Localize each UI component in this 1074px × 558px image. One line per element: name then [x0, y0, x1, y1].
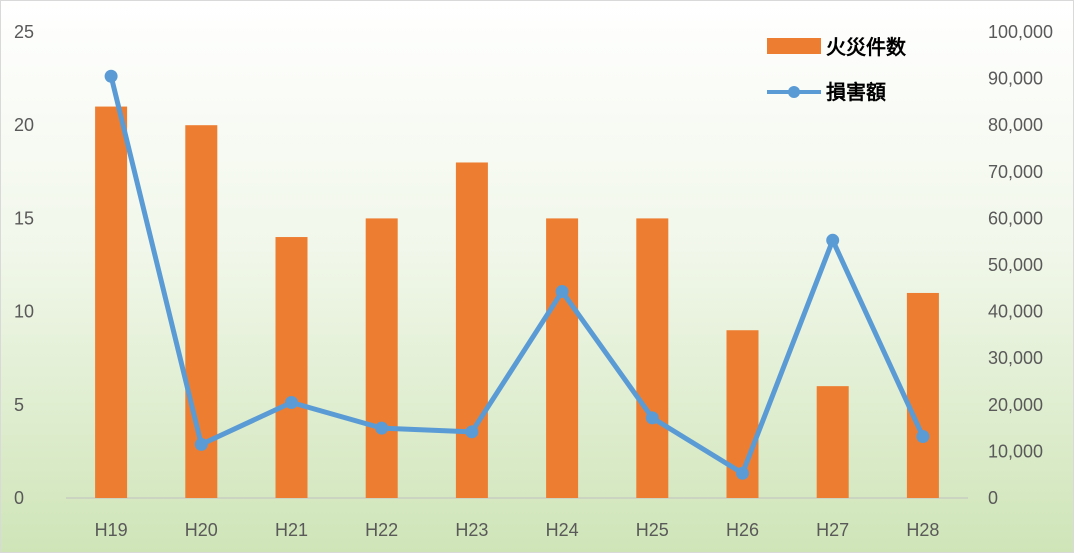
bar-H19 [95, 106, 128, 498]
right-tick-label: 100,000 [988, 22, 1053, 42]
line-point-H26 [736, 466, 749, 480]
x-tick-label: H19 [95, 520, 128, 540]
bar-H24 [546, 218, 579, 498]
bar-H21 [275, 237, 308, 499]
right-tick-label: 10,000 [988, 441, 1043, 461]
bar-H22 [365, 218, 398, 498]
left-tick-label: 15 [14, 208, 34, 228]
right-tick-label: 20,000 [988, 395, 1043, 415]
legend-label-line: 損害額 [826, 80, 886, 104]
bar-H27 [816, 386, 849, 498]
line-point-H22 [375, 421, 389, 435]
x-tick-label: H21 [275, 520, 308, 540]
x-tick-label: H26 [726, 520, 759, 540]
legend: 火災件数 損害額 [767, 35, 907, 104]
x-tick-label: H24 [546, 520, 579, 540]
left-axis-ticks: 0 5 10 15 20 25 [14, 22, 34, 508]
x-tick-label: H25 [636, 520, 669, 540]
line-point-H21 [285, 395, 298, 409]
x-tick-label: H27 [816, 520, 849, 540]
right-tick-label: 30,000 [988, 348, 1043, 368]
right-tick-label: 50,000 [988, 255, 1043, 275]
right-tick-label: 60,000 [988, 208, 1043, 228]
bar-H28 [906, 292, 939, 498]
right-tick-label: 90,000 [988, 69, 1043, 89]
left-tick-label: 25 [14, 22, 34, 42]
left-tick-label: 10 [14, 302, 34, 322]
x-axis-ticks: H19 H20 H21 H22 H23 H24 H25 H26 H27 H28 [95, 520, 940, 540]
left-tick-label: 20 [14, 115, 34, 135]
line-point-H23 [465, 425, 479, 439]
line-point-H27 [826, 233, 840, 247]
right-tick-label: 40,000 [988, 302, 1043, 322]
legend-swatch-bar [767, 38, 821, 54]
line-point-H19 [104, 69, 118, 83]
right-axis-ticks: 0 10,000 20,000 30,000 40,000 50,000 60,000 70,… [988, 22, 1053, 508]
bar-H25 [636, 218, 669, 498]
x-tick-label: H28 [906, 520, 939, 540]
right-tick-label: 80,000 [988, 115, 1043, 135]
x-tick-label: H20 [185, 520, 218, 540]
line-point-H24 [555, 285, 569, 299]
line-point-H25 [645, 411, 659, 425]
x-tick-label: H23 [455, 520, 488, 540]
legend-label-bar: 火災件数 [826, 35, 907, 59]
right-tick-label: 0 [988, 488, 998, 508]
left-tick-label: 5 [14, 395, 24, 415]
legend-marker-line [788, 86, 800, 98]
line-point-H28 [916, 429, 930, 443]
right-tick-label: 70,000 [988, 162, 1043, 182]
line-path [108, 73, 926, 476]
left-tick-label: 0 [14, 488, 24, 508]
x-tick-label: H22 [365, 520, 398, 540]
line-point-H20 [194, 437, 208, 451]
line-series [104, 69, 930, 480]
bar-H23 [455, 162, 488, 499]
